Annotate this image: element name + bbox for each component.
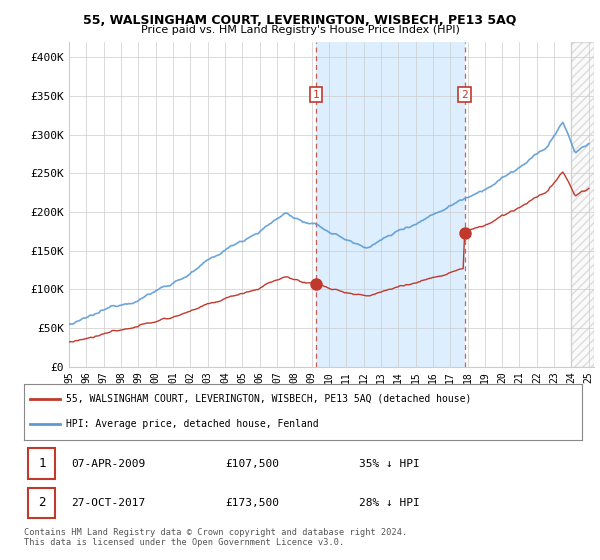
Text: 2: 2 [461, 90, 468, 100]
Text: 1: 1 [313, 90, 320, 100]
FancyBboxPatch shape [28, 449, 55, 479]
Text: 28% ↓ HPI: 28% ↓ HPI [359, 498, 419, 508]
Text: 35% ↓ HPI: 35% ↓ HPI [359, 459, 419, 469]
Bar [316, 42, 464, 367]
Text: Contains HM Land Registry data © Crown copyright and database right 2024.
This d: Contains HM Land Registry data © Crown c… [24, 528, 407, 547]
FancyBboxPatch shape [28, 488, 55, 518]
Text: £107,500: £107,500 [225, 459, 279, 469]
Text: Price paid vs. HM Land Registry's House Price Index (HPI): Price paid vs. HM Land Registry's House … [140, 25, 460, 35]
Text: 55, WALSINGHAM COURT, LEVERINGTON, WISBECH, PE13 5AQ (detached house): 55, WALSINGHAM COURT, LEVERINGTON, WISBE… [66, 394, 471, 404]
Text: 1: 1 [38, 457, 46, 470]
Text: HPI: Average price, detached house, Fenland: HPI: Average price, detached house, Fenl… [66, 419, 319, 430]
Text: 2: 2 [38, 496, 46, 510]
Text: £173,500: £173,500 [225, 498, 279, 508]
Bar [571, 42, 594, 367]
Bar [571, 42, 594, 367]
Text: 55, WALSINGHAM COURT, LEVERINGTON, WISBECH, PE13 5AQ: 55, WALSINGHAM COURT, LEVERINGTON, WISBE… [83, 14, 517, 27]
Text: 27-OCT-2017: 27-OCT-2017 [71, 498, 146, 508]
Text: 07-APR-2009: 07-APR-2009 [71, 459, 146, 469]
